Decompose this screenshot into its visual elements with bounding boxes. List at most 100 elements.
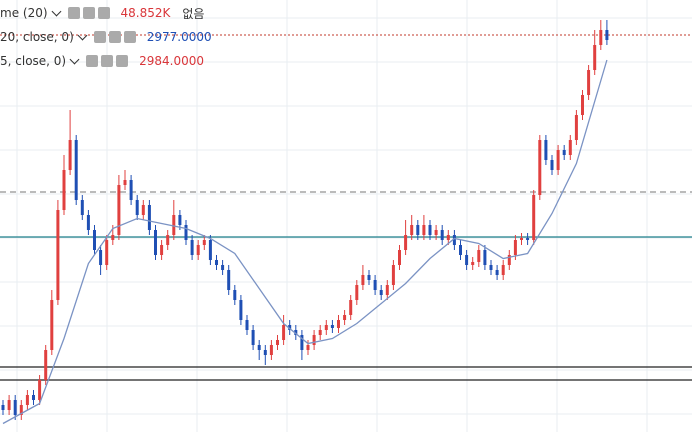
candle-body [337, 320, 340, 328]
candle-body [257, 345, 261, 350]
candle-body [465, 255, 469, 265]
candle-body [227, 270, 231, 290]
candle-body [324, 325, 328, 330]
candle-body [587, 70, 591, 95]
candle-body [25, 395, 29, 405]
candle-body [160, 245, 164, 255]
candle-body [593, 45, 597, 70]
candle-body [391, 265, 395, 285]
candle-body [471, 262, 475, 265]
candle-body [288, 325, 292, 330]
candle-body [282, 325, 286, 340]
candle-body [62, 170, 66, 210]
legend-value: 2984.0000 [139, 54, 205, 68]
candle-body [154, 230, 157, 255]
candle-body [215, 260, 218, 265]
legend-value: 2977.0000 [146, 30, 212, 44]
candle-body [312, 335, 316, 345]
candle-body [117, 185, 121, 235]
candle-body [489, 265, 493, 270]
legend-row: 5, close, 0) 2984.0000 [0, 51, 204, 71]
candle-body [361, 275, 365, 285]
candle-body [32, 395, 35, 400]
candle-body [495, 270, 499, 275]
candle-body [105, 240, 109, 265]
legend-extra: 없음 [182, 6, 205, 21]
candle-body [172, 215, 176, 235]
dropdown[interactable] [69, 54, 80, 64]
candle-body [404, 235, 408, 250]
candle-body [245, 320, 249, 330]
candle-body [544, 140, 548, 160]
candle-body [562, 150, 566, 155]
settings-icon[interactable] [93, 31, 106, 43]
settings-icon[interactable] [86, 55, 99, 67]
legend-row: me (20) 48.852K 없음 [0, 3, 204, 23]
candle-body [99, 250, 103, 265]
candle-body [532, 195, 536, 240]
candle-body [367, 275, 371, 280]
candle-body [385, 285, 389, 295]
candle-body [343, 315, 347, 320]
candle-body [68, 140, 72, 170]
candle-body [50, 300, 54, 350]
candle-body [422, 225, 426, 235]
candle-body [398, 250, 401, 265]
candle-body [355, 285, 359, 300]
candle-body [251, 330, 255, 345]
candle-body [147, 205, 151, 230]
candle-body [93, 230, 96, 250]
candle-body [330, 325, 334, 328]
candle-body [38, 380, 42, 400]
legend-label: 5, close, 0) [0, 54, 67, 68]
candle-body [202, 240, 206, 245]
gear-icon[interactable] [82, 7, 95, 19]
dropdown[interactable] [77, 30, 88, 40]
candle-body [526, 238, 530, 240]
legend-row: 20, close, 0) 2977.0000 [0, 27, 212, 47]
candle-body [538, 140, 542, 195]
candle-body [184, 225, 188, 240]
candle-body [452, 235, 456, 245]
candle-body [483, 250, 487, 265]
candle-body [459, 245, 462, 255]
candle-body [221, 265, 225, 270]
candle-body [379, 290, 383, 295]
candle-body [19, 405, 23, 415]
legend-label: me (20) [0, 6, 48, 20]
candle-body [276, 340, 279, 345]
candle-body [556, 150, 560, 170]
candle-body [263, 350, 267, 355]
candle-body [166, 235, 170, 245]
close-icon[interactable] [123, 31, 136, 43]
gear-icon[interactable] [101, 55, 114, 67]
candle-body [239, 300, 243, 320]
candle-body [80, 200, 84, 215]
candle-body [294, 330, 298, 335]
candle-body [141, 205, 145, 215]
candle-body [208, 240, 212, 260]
candle-body [7, 400, 11, 410]
candle-body [233, 290, 237, 300]
candle-body [111, 235, 115, 240]
candle-body [56, 210, 60, 300]
settings-icon[interactable] [67, 7, 80, 19]
candle-body [349, 300, 353, 315]
candle-body [446, 235, 450, 240]
candle-body [440, 230, 444, 240]
candle-body [306, 345, 310, 350]
candle-body [86, 215, 90, 230]
candle-body [501, 265, 505, 275]
candle-body [434, 230, 438, 235]
candle-body [410, 225, 414, 235]
close-icon[interactable] [116, 55, 129, 67]
candle-body [568, 140, 572, 155]
gear-icon[interactable] [108, 31, 121, 43]
close-icon[interactable] [97, 7, 110, 19]
candle-body [1, 405, 5, 410]
candle-body [129, 180, 133, 200]
dropdown[interactable] [51, 6, 61, 16]
candle-body [477, 250, 481, 262]
candle-body [74, 140, 78, 200]
candle-body [300, 335, 304, 350]
